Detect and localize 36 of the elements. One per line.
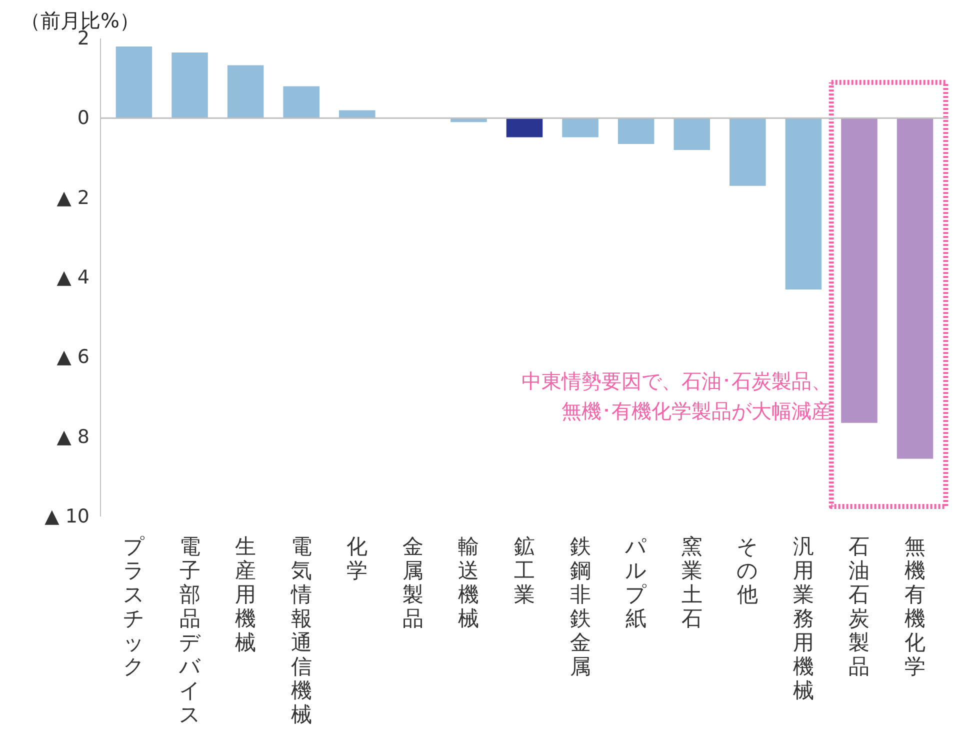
bar <box>339 110 376 118</box>
y-tick-label: 0 <box>77 107 90 130</box>
bar <box>172 52 208 118</box>
bar <box>562 118 598 138</box>
bar <box>227 65 264 118</box>
annotation: 中東情勢要因で、石油･石炭製品、 <box>521 369 832 394</box>
bar <box>785 118 822 290</box>
x-tick-label: 窯業土石 <box>681 534 702 630</box>
y-tick-label: ▲ 6 <box>56 346 90 368</box>
y-tick-label: ▲ 4 <box>56 266 90 288</box>
x-tick-label: 石油石炭製品 <box>848 534 870 678</box>
x-tick-label: 電子部品デバイス <box>178 534 201 726</box>
x-tick-label: 生産用機械 <box>235 534 256 654</box>
bar <box>618 118 654 144</box>
y-tick-label: ▲ 10 <box>44 506 90 528</box>
x-tick-label: 汎用業務用機械 <box>792 534 814 702</box>
bar <box>674 118 710 150</box>
y-tick-label: ▲ 8 <box>56 426 90 448</box>
x-tick-label: その他 <box>736 534 759 606</box>
bar <box>116 46 152 118</box>
bar <box>841 118 878 423</box>
x-tick-label: プラスチック <box>122 534 145 678</box>
x-tick-label: 電気情報通信機械 <box>290 534 312 726</box>
x-tick-label: 鉱工業 <box>514 534 535 606</box>
x-tick-label: 化学 <box>346 534 368 582</box>
x-tick-label: 無機有機化学 <box>904 534 926 678</box>
bar <box>730 118 766 186</box>
annotation: 無機･有機化学製品が大幅減産 <box>561 399 832 424</box>
bar <box>896 118 934 459</box>
x-tick-label: パルプ紙 <box>624 534 648 630</box>
x-tick-label: 鉄鋼非鉄金属 <box>570 534 591 678</box>
bar <box>506 118 543 138</box>
bar <box>283 86 320 118</box>
x-tick-label: 輸送機械 <box>458 534 480 630</box>
x-tick-label: 金属製品 <box>402 534 424 630</box>
y-tick-label: ▲ 2 <box>56 186 90 209</box>
